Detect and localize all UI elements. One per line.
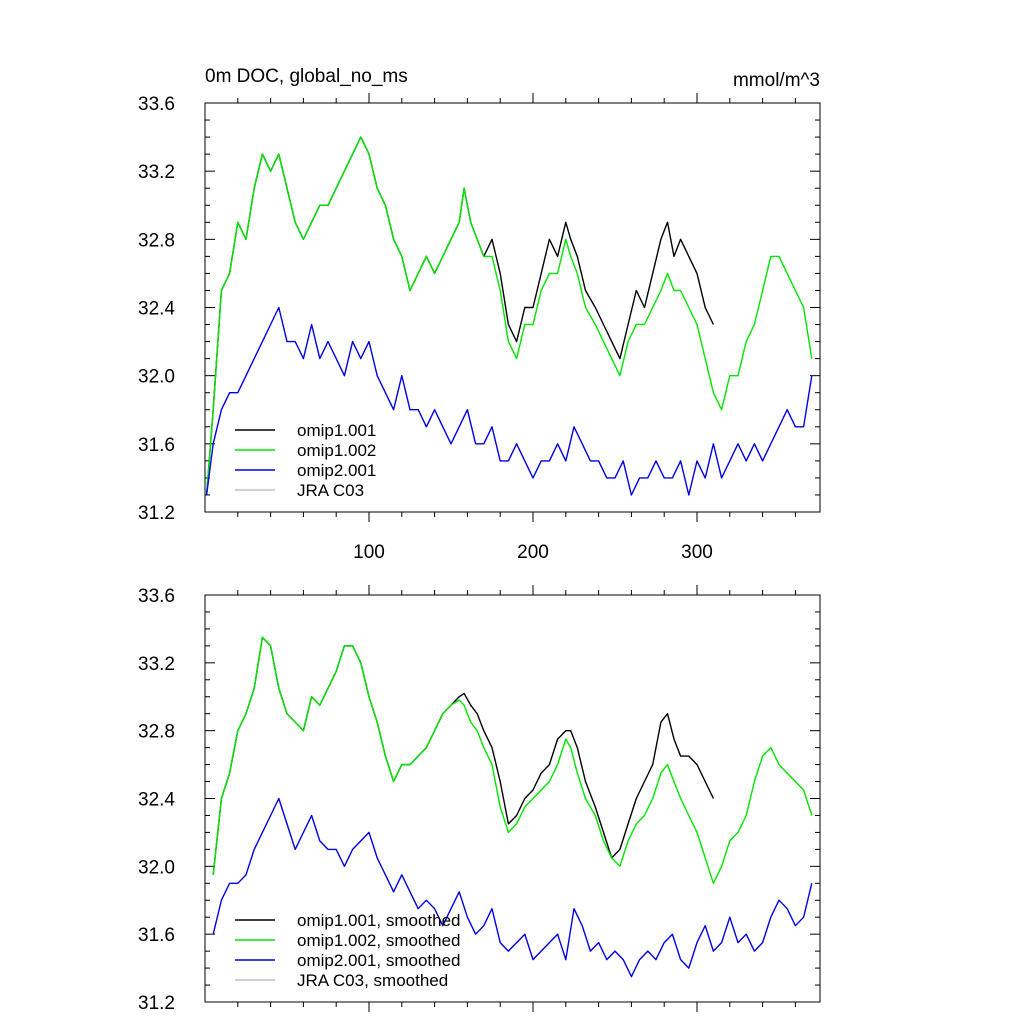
y-tick-label: 31.6 — [138, 925, 175, 946]
y-tick-label: 32.8 — [138, 722, 175, 743]
y-tick-label: 32.4 — [138, 790, 175, 811]
series-line-0 — [212, 636, 715, 875]
x-tick-label: 200 — [517, 542, 549, 563]
legend-label: JRA C03, smoothed — [297, 971, 448, 990]
x-tick-label: 300 — [681, 542, 713, 563]
y-tick-label: 33.6 — [138, 586, 175, 607]
legend-label: omip1.002, smoothed — [297, 931, 461, 950]
right-title: mmol/m^3 — [733, 70, 820, 91]
legend-label: omip1.001, smoothed — [297, 911, 461, 930]
series-line-0 — [205, 136, 715, 496]
bottom-panel: 31.2 31.6 32.0 32.4 32.8 33.2 33.6 omip1.001, s… — [138, 585, 821, 1014]
y-tick-label: 32.0 — [138, 857, 175, 878]
legend-label: JRA C03 — [297, 481, 364, 500]
legend-label: omip1.002 — [297, 441, 376, 460]
y-tick-label: 33.6 — [138, 94, 175, 115]
y-tick-label: 33.2 — [138, 162, 175, 183]
series-line-2 — [205, 306, 813, 496]
top-panel: 31.2 31.6 32.0 32.4 32.8 33.2 33.6 100 200 300 omi… — [138, 93, 821, 563]
series-line-1 — [212, 636, 813, 884]
legend-label: omip2.001 — [297, 461, 376, 480]
left-title: 0m DOC, global_no_ms — [205, 66, 408, 87]
y-tick-label: 32.4 — [138, 299, 175, 320]
series-line-1 — [205, 136, 813, 496]
y-tick-label: 32.0 — [138, 367, 175, 388]
y-tick-label: 31.6 — [138, 435, 175, 456]
y-tick-label: 31.2 — [138, 503, 175, 524]
y-tick-label: 32.8 — [138, 230, 175, 251]
series-line-2 — [212, 797, 813, 978]
legend-label: omip1.001 — [297, 421, 376, 440]
y-tick-label: 33.2 — [138, 654, 175, 675]
y-tick-label: 31.2 — [138, 993, 175, 1014]
x-tick-label: 100 — [353, 542, 385, 563]
legend-label: omip2.001, smoothed — [297, 951, 461, 970]
